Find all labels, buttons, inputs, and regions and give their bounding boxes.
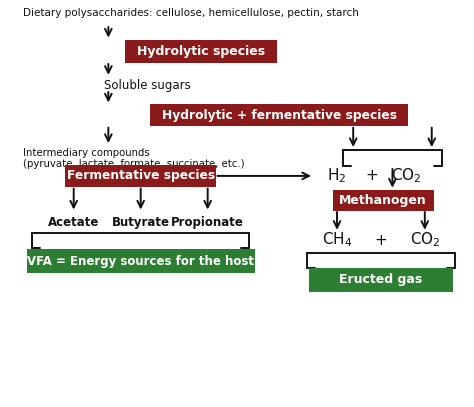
FancyBboxPatch shape (150, 104, 408, 127)
Text: CO$_2$: CO$_2$ (391, 166, 421, 185)
Text: Butyrate: Butyrate (112, 217, 170, 230)
FancyBboxPatch shape (333, 190, 434, 211)
FancyBboxPatch shape (309, 267, 453, 292)
Text: Fermentative species: Fermentative species (67, 169, 215, 182)
Text: Acetate: Acetate (48, 217, 100, 230)
FancyBboxPatch shape (27, 249, 255, 273)
Text: CO$_2$: CO$_2$ (410, 231, 440, 249)
Text: Dietary polysaccharides: cellulose, hemicellulose, pectin, starch: Dietary polysaccharides: cellulose, hemi… (23, 8, 359, 18)
Text: Hydrolytic + fermentative species: Hydrolytic + fermentative species (162, 109, 397, 122)
Text: Methanogen: Methanogen (339, 194, 427, 207)
Text: Propionate: Propionate (171, 217, 244, 230)
Text: Soluble sugars: Soluble sugars (104, 79, 191, 92)
Text: Intermediary compounds
(pyruvate, lactate, formate, succinate, etc.): Intermediary compounds (pyruvate, lactat… (23, 147, 245, 169)
FancyBboxPatch shape (125, 40, 276, 63)
FancyBboxPatch shape (65, 164, 217, 187)
Text: Hydrolytic species: Hydrolytic species (137, 45, 265, 58)
Text: +: + (374, 232, 387, 247)
Text: VFA = Energy sources for the host: VFA = Energy sources for the host (27, 255, 254, 267)
Text: H$_2$: H$_2$ (328, 166, 346, 185)
Text: Eructed gas: Eructed gas (339, 273, 422, 286)
Text: +: + (365, 168, 378, 184)
Text: CH$_4$: CH$_4$ (322, 231, 352, 249)
